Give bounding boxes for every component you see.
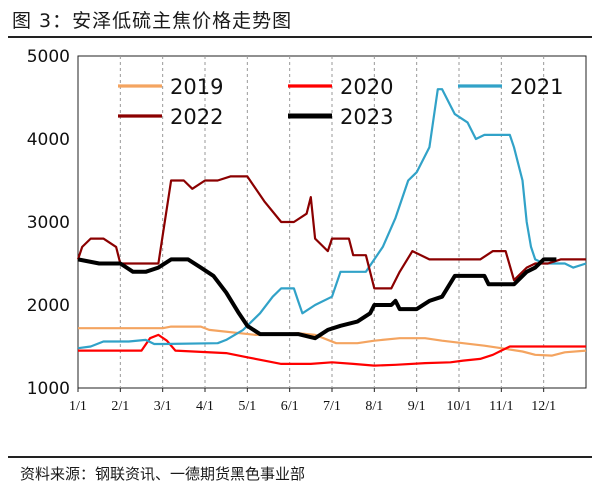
legend-label: 2019 <box>170 75 223 99</box>
legend: 2019 2020 2021 2022 2023 <box>118 75 563 129</box>
x-tick-label: 6/1 <box>281 399 299 414</box>
x-tick-label: 11/1 <box>489 399 513 414</box>
x-tick-label: 5/1 <box>238 399 256 414</box>
series-line-2023 <box>77 257 557 341</box>
title-divider <box>8 36 592 38</box>
x-tick-label: 2/1 <box>111 399 129 414</box>
page-title: 图 3：安泽低硫主焦价格走势图 <box>12 10 293 32</box>
x-tick-label: 7/1 <box>323 399 341 414</box>
legend-label: 2020 <box>340 75 393 99</box>
x-tick-label: 1/1 <box>69 399 87 414</box>
x-tick-label: 12/1 <box>531 399 556 414</box>
legend-label: 2022 <box>170 105 223 129</box>
y-tick-label: 1000 <box>27 379 70 399</box>
footer-divider <box>8 456 592 458</box>
series-lines <box>76 88 587 367</box>
y-axis-ticks: 1000 2000 3000 4000 5000 <box>27 47 70 399</box>
series-line-2020 <box>78 333 586 367</box>
series-line-2021 <box>77 88 587 350</box>
series-line-2022 <box>76 175 586 290</box>
x-axis-ticks: 1/1 2/1 3/1 4/1 5/1 6/1 7/1 8/1 9/1 10/1 11/1 12/1 <box>69 388 556 414</box>
legend-label: 2021 <box>510 75 563 99</box>
x-tick-label: 9/1 <box>408 399 426 414</box>
x-tick-label: 4/1 <box>196 399 214 414</box>
y-tick-label: 5000 <box>27 47 70 67</box>
y-tick-label: 4000 <box>27 130 70 150</box>
series-line-2019 <box>78 325 587 357</box>
y-tick-label: 2000 <box>27 296 70 316</box>
price-line-chart: 1000 2000 3000 4000 5000 1/1 2/1 3/1 4/1 5/1 6/1 7… <box>27 47 587 414</box>
x-tick-label: 10/1 <box>447 399 472 414</box>
source-note: 资料来源：钢联资讯、一德期货黑色事业部 <box>20 465 306 483</box>
x-tick-label: 8/1 <box>365 399 383 414</box>
legend-label: 2023 <box>340 105 393 129</box>
grid-lines <box>119 56 545 388</box>
x-tick-label: 3/1 <box>154 399 172 414</box>
y-tick-label: 3000 <box>27 213 70 233</box>
